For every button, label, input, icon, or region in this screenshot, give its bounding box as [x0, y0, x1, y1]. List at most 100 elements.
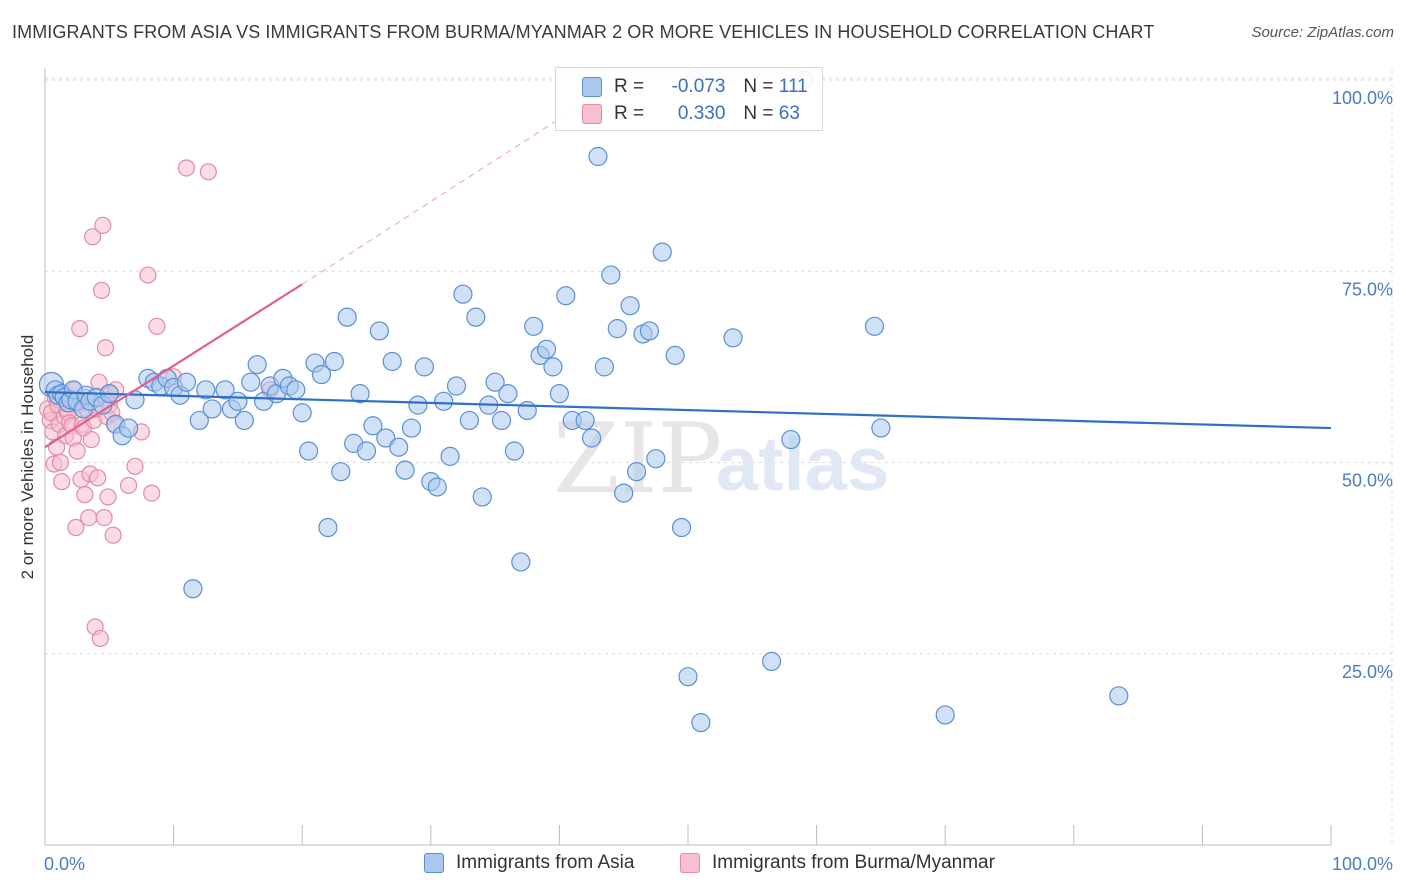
legend-swatch-asia — [582, 77, 602, 97]
trend-line-asia — [44, 391, 1332, 430]
point-asia — [446, 376, 467, 396]
point-asia — [549, 384, 570, 404]
point-asia — [459, 410, 479, 431]
correlation-legend: R = -0.073 N = 111 R = 0.330 N = 63 — [555, 67, 823, 131]
point-burma — [51, 453, 70, 472]
point-asia — [118, 418, 139, 438]
point-asia — [453, 284, 473, 304]
point-asia — [491, 410, 512, 431]
point-burma — [92, 281, 111, 299]
point-asia — [543, 357, 563, 377]
point-asia — [646, 449, 666, 469]
point-asia — [350, 384, 370, 404]
bottom-legend-asia-label: Immigrants from Asia — [456, 852, 635, 873]
legend-asia-n: 111 — [778, 76, 808, 97]
point-asia — [665, 345, 685, 365]
y-tick-label: 25.0% — [1342, 662, 1393, 682]
point-asia — [324, 351, 344, 372]
watermark: ZIP atlas — [553, 403, 889, 515]
point-burma — [91, 629, 109, 648]
point-burma — [71, 320, 89, 338]
point-asia — [864, 316, 885, 336]
point-asia — [286, 380, 306, 400]
point-asia — [427, 477, 447, 497]
point-asia — [247, 354, 267, 375]
point-asia — [511, 552, 531, 572]
point-burma — [89, 469, 107, 487]
point-burma — [126, 457, 144, 475]
point-asia — [196, 380, 216, 400]
point-burma — [95, 508, 113, 527]
y-tick-label: 100.0% — [1332, 88, 1393, 108]
trend-line-burma — [44, 283, 303, 449]
point-asia — [408, 395, 428, 415]
axes: 25.0% 50.0% 75.0% 100.0% 0.0% 100.0% — [44, 68, 1393, 874]
point-asia — [536, 339, 557, 359]
point-asia — [401, 418, 422, 438]
point-asia — [292, 403, 312, 423]
point-burma — [143, 484, 161, 502]
point-asia — [871, 418, 891, 438]
point-burma — [80, 508, 98, 527]
point-asia — [234, 410, 254, 431]
point-asia — [363, 416, 383, 436]
point-burma — [177, 159, 196, 177]
point-asia — [337, 307, 357, 327]
bottom-legend-swatch-burma — [680, 853, 700, 873]
point-asia — [241, 372, 261, 392]
point-asia — [594, 357, 615, 377]
bottom-legend-swatch-asia — [424, 853, 444, 873]
point-asia — [935, 705, 955, 725]
y-tick-label: 50.0% — [1342, 471, 1393, 491]
point-asia — [414, 357, 434, 377]
point-asia — [434, 391, 454, 411]
point-asia — [504, 441, 524, 461]
series-asia-points — [38, 70, 1129, 733]
point-burma — [53, 473, 71, 491]
point-burma — [94, 216, 112, 234]
grid-lines — [45, 70, 1393, 845]
point-asia — [652, 242, 672, 262]
point-asia — [723, 328, 743, 348]
point-asia — [311, 364, 332, 385]
point-burma — [67, 518, 85, 537]
point-burma — [199, 163, 217, 181]
bottom-legend-burma: Immigrants from Burma/Myanmar — [680, 852, 995, 874]
point-burma — [82, 430, 100, 449]
point-burma — [96, 339, 115, 357]
trend-lines — [44, 110, 1332, 449]
point-asia — [318, 517, 338, 538]
legend-burma-n: 63 — [778, 103, 800, 124]
point-asia — [517, 400, 537, 421]
point-asia — [1109, 686, 1129, 706]
point-burma — [99, 488, 117, 506]
point-asia — [678, 667, 698, 687]
legend-burma-r: 0.330 — [677, 103, 726, 124]
legend-swatch-burma — [582, 104, 602, 124]
x-tick-label-max: 100.0% — [1332, 854, 1393, 874]
point-asia — [691, 712, 711, 733]
bottom-legend-asia: Immigrants from Asia — [424, 852, 634, 874]
point-asia — [524, 316, 544, 336]
point-asia — [176, 372, 197, 392]
point-asia — [183, 579, 203, 599]
point-burma — [104, 526, 122, 544]
point-asia — [299, 441, 319, 461]
point-asia — [395, 460, 415, 480]
point-asia — [466, 307, 486, 327]
x-tick-label-min: 0.0% — [44, 854, 85, 874]
trend-line-burma-extension — [301, 110, 573, 285]
point-asia — [472, 487, 492, 507]
point-asia — [601, 265, 621, 285]
point-asia — [382, 351, 402, 372]
legend-r-label: R = — [614, 103, 645, 124]
point-asia — [331, 462, 351, 482]
point-asia — [639, 321, 660, 341]
point-asia — [556, 286, 576, 306]
point-burma — [148, 317, 166, 335]
chart-title: IMMIGRANTS FROM ASIA VS IMMIGRANTS FROM … — [12, 22, 1155, 42]
legend-r-label: R = — [614, 76, 645, 97]
point-asia — [761, 651, 782, 672]
point-asia — [498, 384, 518, 404]
source-label: Source: ZipAtlas.com — [1251, 24, 1394, 41]
